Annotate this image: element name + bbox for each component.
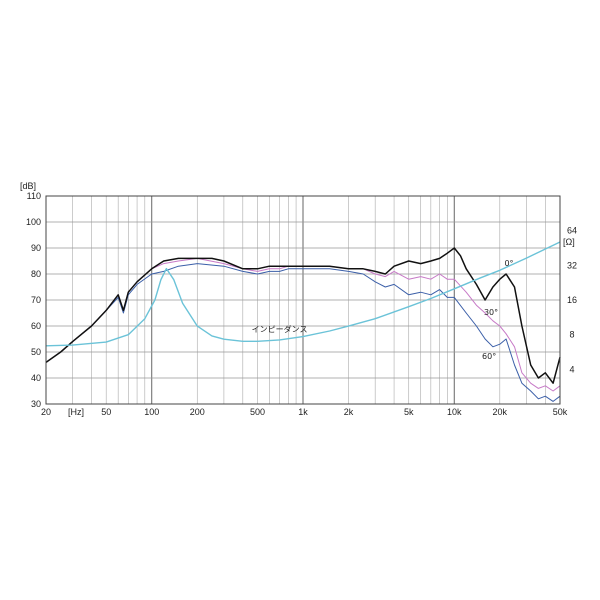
x-tick-label: 1k	[298, 407, 308, 417]
x-tick-label: 10k	[447, 407, 462, 417]
y-tick-label: 30	[31, 399, 41, 409]
series-layer	[45, 241, 561, 402]
y-tick-label: 60	[31, 321, 41, 331]
y-tick-label: 90	[31, 243, 41, 253]
series-annotation: 60°	[482, 352, 496, 361]
x-tick-label: 200	[190, 407, 205, 417]
series-annotation: 30°	[484, 308, 498, 317]
grid	[45, 195, 561, 405]
x-tick-label: 50	[101, 407, 111, 417]
x-unit-label: [Hz]	[68, 407, 84, 417]
y-tick-label: 100	[26, 217, 41, 227]
y2-tick-label: 64	[567, 226, 577, 236]
y2-tick-label: 16	[567, 295, 577, 305]
y-tick-label: 110	[27, 191, 41, 201]
series-line-60deg	[45, 263, 561, 402]
y-tick-label: 70	[31, 295, 41, 305]
x-tick-label: 50k	[553, 407, 568, 417]
y-tick-label: 40	[31, 373, 41, 383]
y2-tick-label: 8	[569, 330, 574, 340]
y-tick-label: 80	[31, 269, 41, 279]
y2-tick-label: 4	[569, 364, 574, 374]
series-line-0deg	[45, 247, 561, 384]
x-tick-label: 20	[41, 407, 51, 417]
series-annotation: 0°	[504, 259, 513, 268]
y-unit-label: [dB]	[20, 181, 36, 191]
y2-tick-label: 32	[567, 260, 577, 270]
y-tick-label: 50	[31, 347, 41, 357]
annotations: インピーダンス 0° 30° 60°	[252, 259, 514, 361]
series-line-impedance	[45, 241, 561, 347]
x-tick-label: 500	[250, 407, 265, 417]
x-tick-label: 2k	[344, 407, 354, 417]
x-tick-label: 20k	[493, 407, 508, 417]
y2-unit-label: [Ω]	[563, 237, 575, 247]
x-tick-label: 100	[144, 407, 159, 417]
series-annotation: インピーダンス	[252, 324, 308, 334]
x-tick-label: 5k	[404, 407, 414, 417]
plot-frame	[45, 195, 561, 405]
